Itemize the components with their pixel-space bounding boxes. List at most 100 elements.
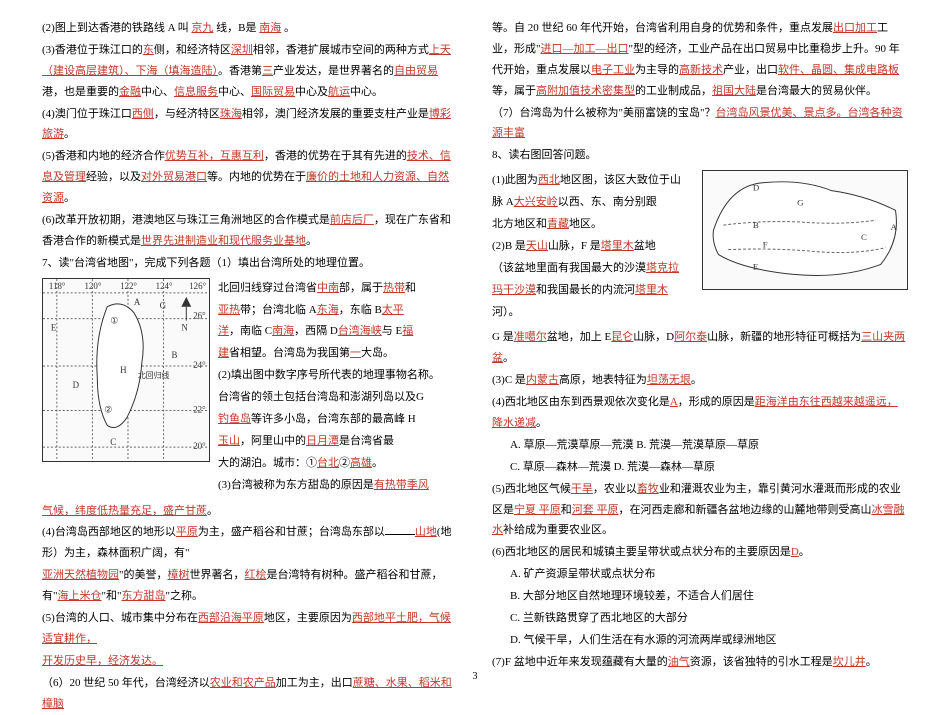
answer: 塔克拉: [646, 262, 679, 274]
answer: 航运: [328, 86, 350, 98]
option: C. 兰新铁路贯穿了西北地区的大部分: [492, 608, 908, 629]
text: 世界著名，: [190, 569, 245, 581]
answer: 平原: [176, 526, 198, 538]
answer: 阿尔泰: [674, 331, 707, 343]
text: 地区。: [569, 218, 602, 230]
text: 中心。: [350, 86, 383, 98]
label: G: [160, 300, 167, 310]
answer: 中南: [317, 282, 339, 294]
answer: 樟树: [168, 569, 190, 581]
text: 产业，出口: [723, 64, 778, 76]
text: 是台湾最大的贸易伙伴。: [756, 85, 877, 97]
text: 产业发达，是世界著名的: [273, 65, 394, 77]
text: G 是: [492, 331, 514, 343]
answer: 玉山: [218, 435, 240, 447]
answer: 坎儿井: [833, 656, 866, 668]
label: A: [134, 296, 141, 306]
text: ，在河西走廊和新疆各盆地边缘的山麓地带则受高山: [619, 504, 872, 516]
answer: 亚热: [218, 304, 240, 316]
text: (5)西北地区气候: [492, 483, 571, 495]
text: (3)香港位于珠江口的: [42, 44, 143, 56]
text: (1)此图为: [492, 174, 538, 186]
answer: 昆仑: [611, 331, 633, 343]
text: 。: [372, 457, 383, 469]
label: E: [753, 262, 758, 272]
label: D: [753, 183, 760, 193]
text: 加工为主，出口: [276, 677, 353, 689]
text: 是台湾省最: [339, 435, 394, 447]
answer: 南海: [259, 22, 281, 34]
text: 北方地区和: [492, 218, 547, 230]
label: B: [753, 220, 759, 230]
answer: 南海: [272, 325, 294, 337]
text: 省相望。台湾岛为我国第: [229, 347, 350, 359]
answer: 京九: [191, 22, 213, 34]
lat: 26°: [193, 310, 206, 320]
text: 等，属于: [492, 85, 536, 97]
lat: 20°: [193, 441, 206, 451]
text-line: (3)香港位于珠江口的东侧，和经济特区深圳相邻，香港扩展城市空间的两种方式上天（…: [42, 40, 458, 103]
answer: 高附加值技术密集: [536, 85, 624, 97]
answer: D: [791, 546, 799, 558]
text: 等。自 20 世纪 60 年代开始，台湾省利用自身的优势和条件，重点发展: [492, 22, 833, 34]
text: （该盆地里面有我国最大的沙漠: [492, 262, 646, 274]
text: 。: [536, 417, 547, 429]
text: ，与经济特区: [154, 108, 220, 120]
lat: 22°: [193, 404, 206, 414]
text: (7)F 盆地中近年来发现蕴藏有大量的: [492, 656, 668, 668]
text: 和: [561, 504, 572, 516]
text: 港，也是重要的: [42, 86, 119, 98]
text: 经验，以及: [86, 171, 141, 183]
text: 的工业制成品，: [635, 85, 712, 97]
answer: 西北: [538, 174, 560, 186]
text: 和我国最长的内流河: [536, 284, 635, 296]
answer: 干旱: [571, 483, 593, 495]
answer: 塔里木: [635, 284, 668, 296]
left-column: (2)图上到达香港的铁路线 A 叫 京九 线，B是 南海 。 (3)香港位于珠江…: [42, 18, 458, 661]
text: (3)台湾被称为东方甜岛的原因是: [218, 479, 374, 491]
text: （7）台湾岛为什么被称为"美丽富饶的宝岛"？: [492, 107, 715, 119]
answer: 坦荡无垠: [647, 374, 691, 386]
answer: 对外贸易港口: [141, 171, 207, 183]
answer: 太平: [382, 304, 404, 316]
text: 地区图，该区大致位于山: [560, 174, 681, 186]
text: 以西、东、南分别跟: [558, 196, 657, 208]
answer: 畜牧: [637, 483, 659, 495]
answer: 大兴安岭: [514, 196, 558, 208]
answer: 宁夏 平原: [514, 504, 561, 516]
answer: 河套 平原: [572, 504, 619, 516]
text: 与 E: [382, 325, 402, 337]
northwest-map: D G B F E A C: [702, 170, 908, 290]
text: （6）20 世纪 50 年代，台湾经济以: [42, 677, 210, 689]
answer: 台湾海峡: [338, 325, 382, 337]
label: D: [73, 379, 80, 389]
answer: 珠海: [220, 108, 242, 120]
label: B: [171, 350, 177, 360]
answer: 油气: [668, 656, 690, 668]
answer: 一: [350, 347, 361, 359]
answer: 出口加工: [833, 22, 877, 34]
text: 部，属于: [339, 282, 383, 294]
answer: 优势互补，互惠互利: [165, 150, 264, 162]
text: 侧，和经济特区: [154, 44, 231, 56]
coord: 122°: [120, 281, 137, 291]
label: ①: [110, 315, 118, 325]
text: 资源，该省独特的引水工程是: [690, 656, 833, 668]
text: ，西隔 D: [294, 325, 338, 337]
answer: 东海: [317, 304, 339, 316]
answer: 高新技术: [679, 64, 723, 76]
text-line: (5)香港和内地的经济合作优势互补，互惠互利，香港的优势在于其有先进的技术、信息…: [42, 146, 458, 209]
text: (6)西北地区的居民和城镇主要呈带状或点状分布的主要原因是: [492, 546, 791, 558]
text-line: (4)澳门位于珠江口西侧，与经济特区珠海相邻，澳门经济发展的重要支柱产业是博彩旅…: [42, 104, 458, 146]
option: C. 草原—森林—荒漠 D. 荒漠—森林—草原: [492, 457, 908, 478]
text: 中心、: [141, 86, 174, 98]
answer: 前店后厂: [330, 214, 374, 226]
text: 盆地: [634, 240, 656, 252]
text: 。: [799, 546, 810, 558]
figure-text-row: 118° 120° 122° 124° 126° 26° 24° 22° 20°: [42, 278, 458, 497]
text: ②: [339, 457, 350, 469]
answer: 内蒙古: [526, 374, 559, 386]
text: 。: [64, 192, 75, 204]
coord: 124°: [156, 281, 173, 291]
text: 相邻，澳门经济发展的重要支柱产业是: [242, 108, 429, 120]
